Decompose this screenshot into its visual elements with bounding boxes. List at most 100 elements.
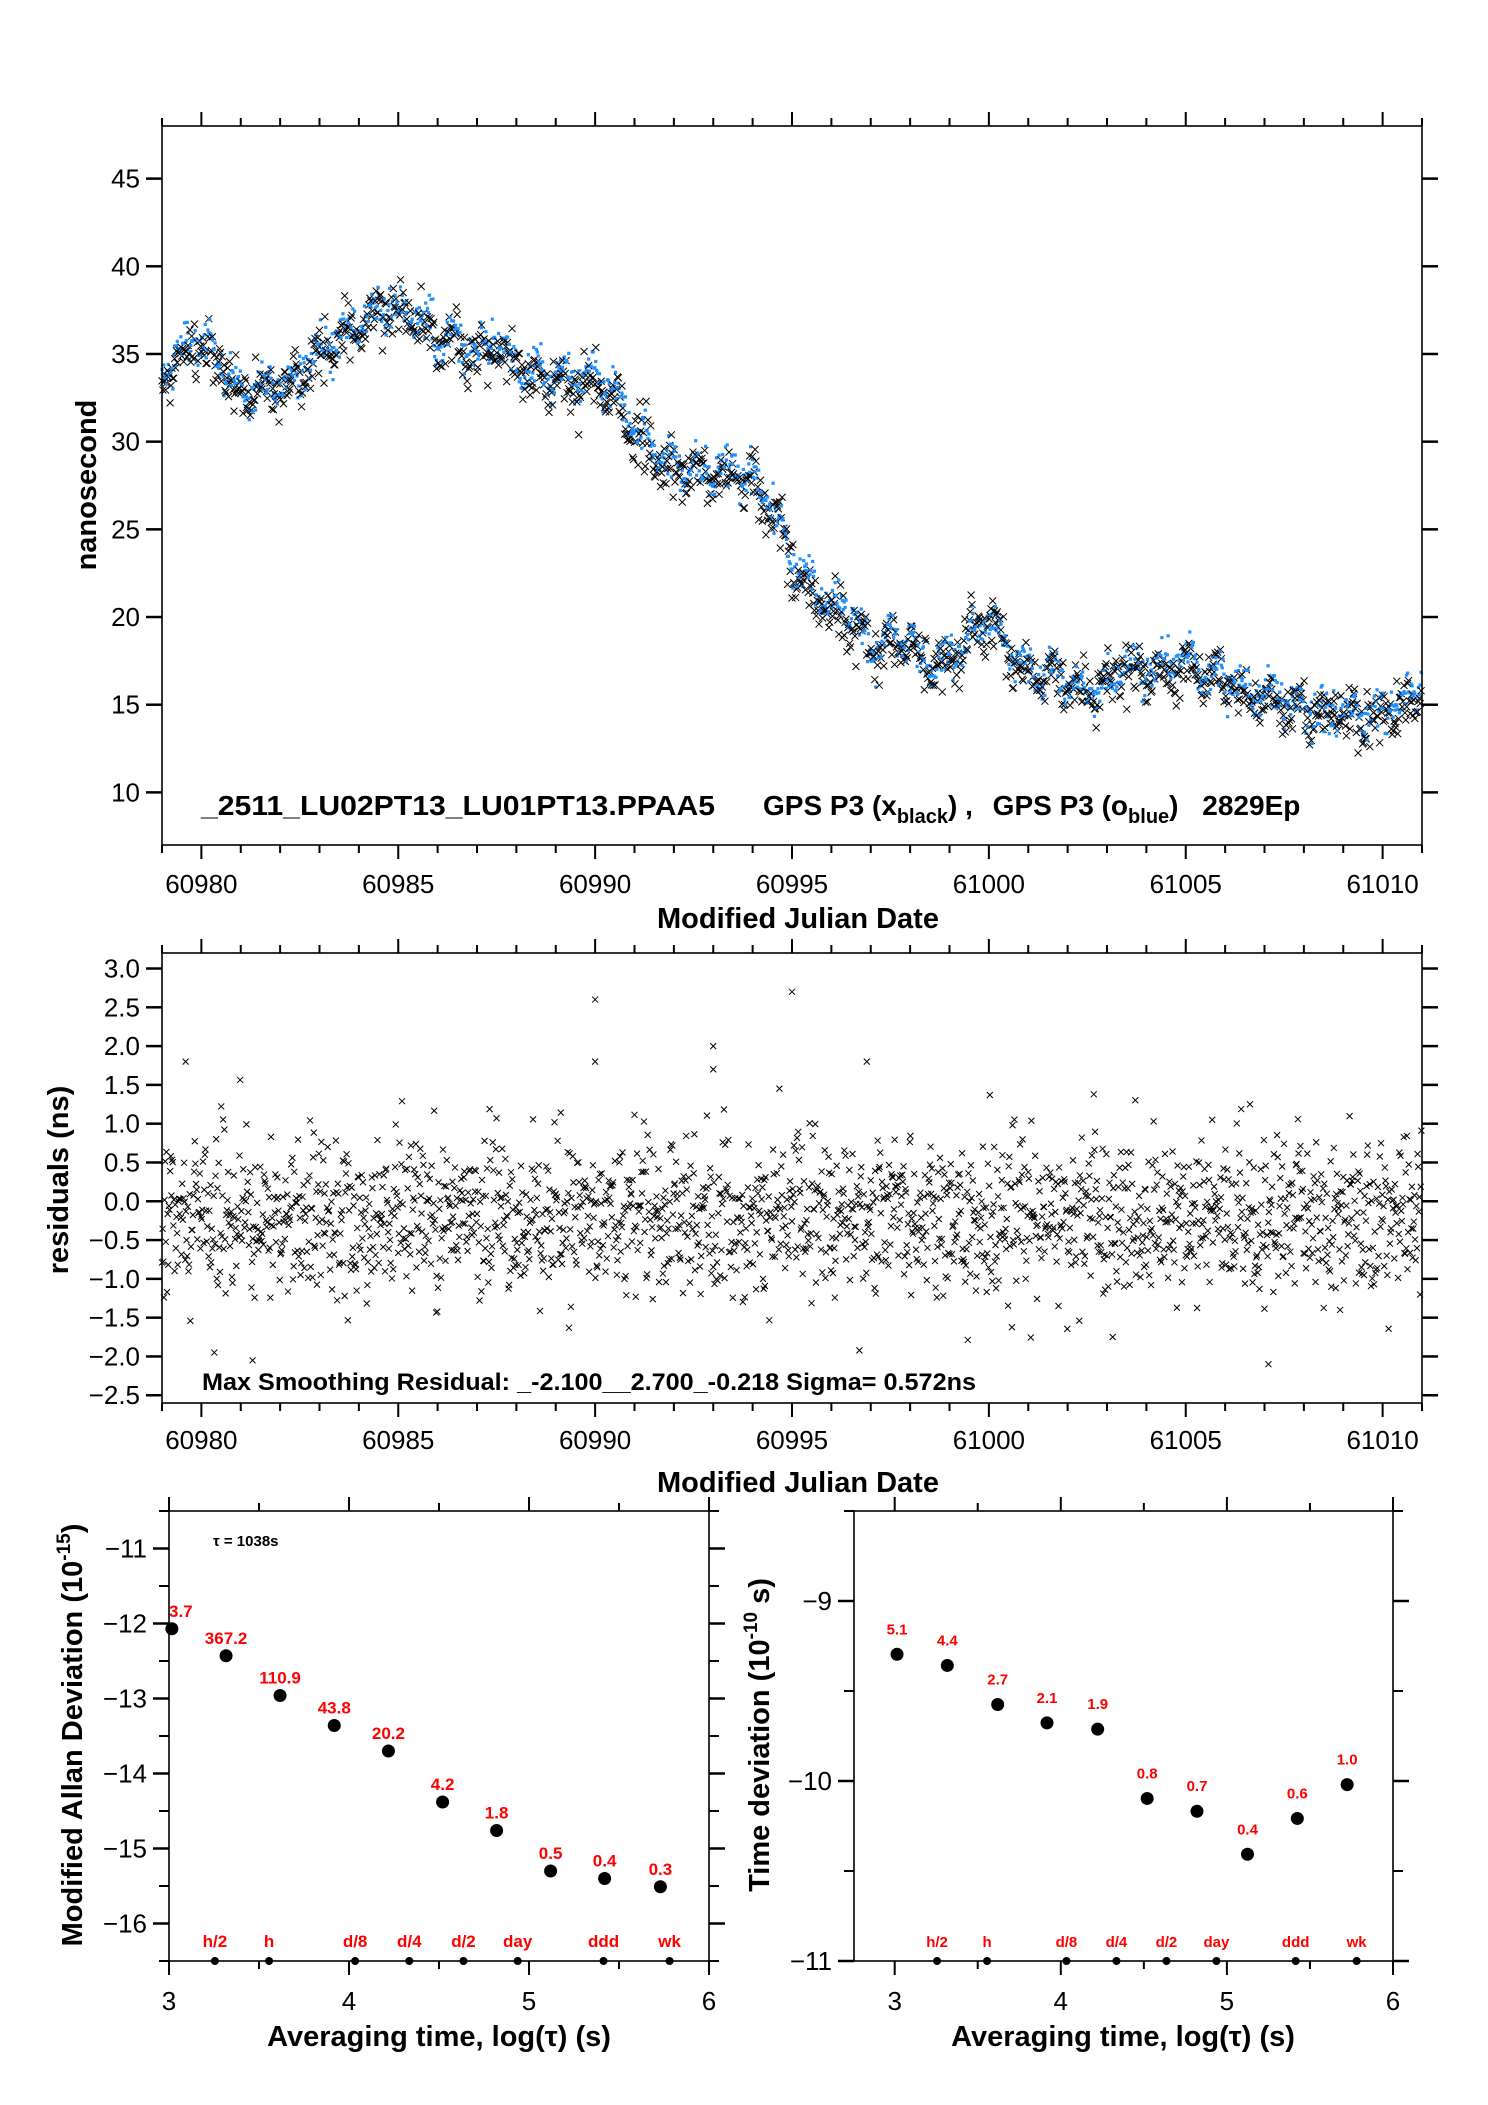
- residual-x-point: [1288, 1262, 1295, 1270]
- blue-point: [640, 446, 644, 450]
- residual-x-point: [1015, 1176, 1023, 1184]
- residual-x-point: [537, 1242, 545, 1249]
- blue-point: [450, 319, 454, 323]
- residual-x-point: [194, 1195, 202, 1203]
- residual-x-point: [853, 1182, 861, 1190]
- blue-point: [767, 502, 772, 506]
- blue-point: [189, 343, 193, 348]
- black-x-point: [225, 357, 234, 366]
- residual-x-point: [1332, 1284, 1340, 1292]
- blue-point: [919, 661, 923, 666]
- blue-point: [245, 395, 249, 399]
- black-x-point: [566, 408, 575, 417]
- residual-x-point: [1072, 1253, 1080, 1260]
- residual-x-point: [222, 1290, 229, 1297]
- residual-x-point: [588, 1186, 596, 1194]
- residual-x-point: [962, 1261, 970, 1269]
- blue-point: [1098, 699, 1102, 703]
- residual-x-point: [596, 1170, 604, 1178]
- black-x-point: [173, 358, 182, 367]
- residual-x-point: [466, 1167, 473, 1175]
- residual-x-point: [652, 1207, 660, 1215]
- residual-x-point: [851, 1236, 859, 1244]
- residual-x-point: [741, 1293, 749, 1301]
- residual-x-point: [968, 1233, 976, 1241]
- residual-x-point: [248, 1258, 256, 1266]
- blue-point: [909, 631, 913, 635]
- blue-point: [398, 308, 402, 313]
- residual-x-point: [1189, 1182, 1197, 1189]
- black-x-point: [1342, 731, 1351, 740]
- blue-point: [796, 572, 800, 576]
- residual-x-point: [614, 1256, 621, 1264]
- blue-point: [1220, 666, 1224, 670]
- blue-point: [1105, 678, 1109, 682]
- blue-point: [761, 491, 765, 495]
- blue-point: [378, 317, 382, 322]
- residual-x-point: [166, 1206, 173, 1214]
- residual-x-point: [1254, 1269, 1261, 1277]
- black-x-point: [1256, 719, 1264, 727]
- residual-x-point: [1215, 1230, 1223, 1238]
- blue-point: [1380, 691, 1384, 695]
- residual-x-point: [440, 1182, 448, 1190]
- residuals-x-tick-label: 60995: [756, 1425, 828, 1455]
- residual-x-point: [484, 1279, 492, 1286]
- blue-point: [723, 445, 727, 449]
- residual-x-point: [1402, 1169, 1409, 1176]
- blue-point: [228, 351, 232, 355]
- residual-x-point: [515, 1199, 523, 1206]
- residual-x-point: [321, 1230, 329, 1237]
- blue-point: [1060, 668, 1064, 672]
- black-x-point: [831, 572, 840, 580]
- residual-x-point: [852, 1223, 859, 1231]
- blue-point: [902, 645, 907, 650]
- residual-x-point: [256, 1163, 264, 1171]
- black-x-point: [376, 290, 385, 299]
- black-x-point: [947, 655, 956, 664]
- blue-point: [594, 359, 598, 364]
- blue-point: [1145, 678, 1149, 683]
- blue-point: [983, 624, 987, 628]
- blue-point: [1387, 707, 1391, 711]
- residual-x-point: [542, 1163, 550, 1170]
- blue-point: [645, 429, 649, 433]
- blue-point: [1402, 690, 1406, 694]
- residual-x-point: [1264, 1252, 1272, 1260]
- residual-x-point: [1326, 1267, 1334, 1275]
- black-x-point: [1217, 654, 1226, 663]
- blue-point: [1305, 704, 1309, 709]
- blue-point: [508, 350, 512, 354]
- residual-x-point: [1060, 1175, 1068, 1183]
- blue-point: [1043, 693, 1047, 698]
- residual-x-point: [1020, 1247, 1028, 1255]
- residual-x-point: [1312, 1138, 1320, 1146]
- residual-x-point: [413, 1264, 420, 1271]
- residual-x-point: [202, 1146, 209, 1153]
- residual-x-point: [182, 1207, 190, 1215]
- residual-x-point: [618, 1223, 626, 1231]
- blue-point: [751, 475, 755, 479]
- blue-point: [784, 532, 788, 536]
- black-x-point: [663, 457, 671, 465]
- blue-point: [965, 650, 969, 654]
- residual-x-point: [1153, 1181, 1161, 1189]
- blue-point: [1115, 685, 1119, 689]
- blue-point: [673, 445, 677, 449]
- blue-point: [1361, 732, 1366, 736]
- residual-x-point: [1127, 1149, 1135, 1156]
- black-x-point: [169, 374, 178, 383]
- black-x-point: [1058, 700, 1066, 709]
- black-x-point: [889, 615, 898, 624]
- black-x-point: [791, 593, 800, 602]
- blue-point: [174, 344, 178, 348]
- residual-x-point: [576, 1229, 584, 1237]
- residual-x-point: [381, 1220, 388, 1228]
- residual-x-point: [1106, 1179, 1113, 1187]
- black-x-point: [451, 329, 460, 338]
- black-x-point: [476, 330, 485, 339]
- residual-x-point: [488, 1242, 496, 1250]
- black-x-point: [810, 606, 819, 615]
- blue-point: [1075, 685, 1079, 689]
- residual-x-point: [1406, 1249, 1414, 1257]
